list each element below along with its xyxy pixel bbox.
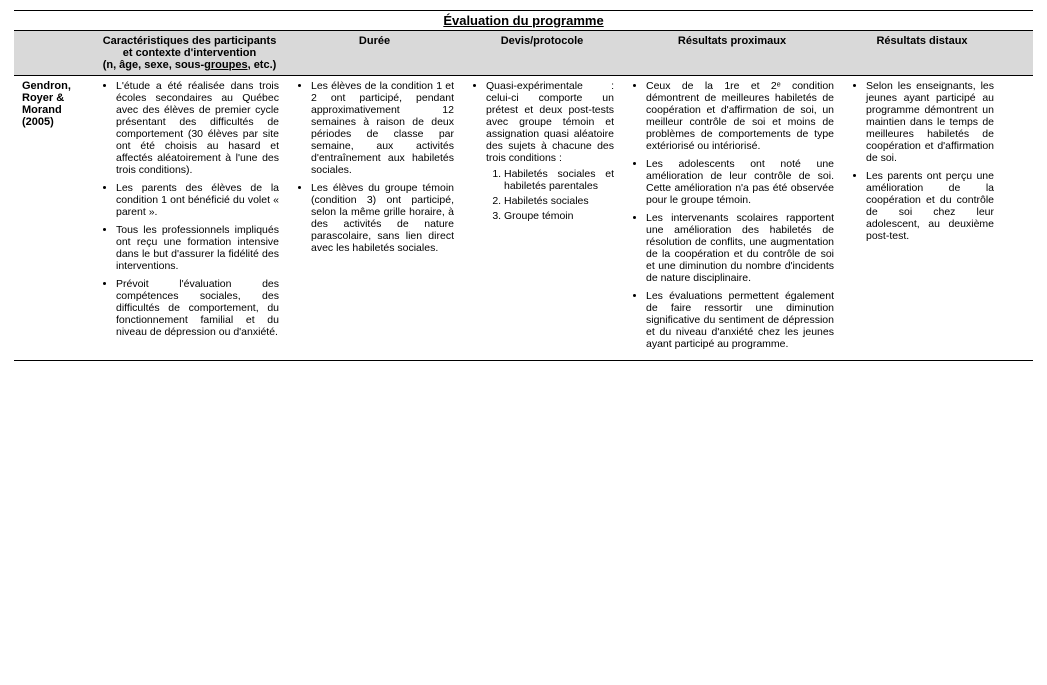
duree-list: Les élèves de la condition 1 et 2 ont pa…: [295, 80, 454, 254]
proximal-cell: Ceux de la 1re et 2ᵉ condition démontren…: [622, 76, 842, 360]
list-item: Selon les enseignants, les jeunes ayant …: [866, 80, 994, 164]
list-item: Les adolescents ont noté une amélioratio…: [646, 158, 834, 206]
header-proximal: Résultats proximaux: [622, 31, 842, 75]
list-item: Habiletés sociales et habiletés parental…: [504, 168, 614, 192]
devis-list: Quasi-expérimentale : celui-ci comporte …: [470, 80, 614, 222]
devis-cell: Quasi-expérimentale : celui-ci comporte …: [462, 76, 622, 360]
list-item: Quasi-expérimentale : celui-ci comporte …: [486, 80, 614, 222]
distal-cell: Selon les enseignants, les jeunes ayant …: [842, 76, 1002, 360]
study-citation: Gendron, Royer & Morand (2005): [22, 80, 84, 128]
study-cell: Gendron, Royer & Morand (2005): [14, 76, 92, 360]
list-item: Tous les professionnels impliqués ont re…: [116, 224, 279, 272]
header-study: [14, 31, 92, 75]
devis-intro-text: Quasi-expérimentale : celui-ci comporte …: [486, 80, 614, 164]
list-item: L'étude a été réalisée dans trois écoles…: [116, 80, 279, 176]
list-item: Habiletés sociales: [504, 195, 614, 207]
list-item: Les parents ont perçu une amélioration d…: [866, 170, 994, 242]
list-item: Les évaluations permettent également de …: [646, 290, 834, 350]
characteristics-cell: L'étude a été réalisée dans trois écoles…: [92, 76, 287, 360]
list-item: Les parents des élèves de la condition 1…: [116, 182, 279, 218]
table-body-row: Gendron, Royer & Morand (2005) L'étude a…: [14, 76, 1033, 361]
list-item: Les intervenants scolaires rapportent un…: [646, 212, 834, 284]
header-distal: Résultats distaux: [842, 31, 1002, 75]
list-item: Les élèves du groupe témoin (condition 3…: [311, 182, 454, 254]
header-duree: Durée: [287, 31, 462, 75]
devis-conditions-list: Habiletés sociales et habiletés parental…: [486, 168, 614, 222]
header-devis: Devis/protocole: [462, 31, 622, 75]
list-item: Les élèves de la condition 1 et 2 ont pa…: [311, 80, 454, 176]
table-header-row: Caractéristiques des participants et con…: [14, 30, 1033, 76]
list-item: Groupe témoin: [504, 210, 614, 222]
duree-cell: Les élèves de la condition 1 et 2 ont pa…: [287, 76, 462, 360]
header-characteristics-sub: (n, âge, sexe, sous-groupes, etc.): [100, 59, 279, 71]
proximal-list: Ceux de la 1re et 2ᵉ condition démontren…: [630, 80, 834, 350]
table-title: Évaluation du programme: [14, 11, 1033, 30]
header-characteristics-main: Caractéristiques des participants et con…: [100, 35, 279, 59]
header-characteristics: Caractéristiques des participants et con…: [92, 31, 287, 75]
distal-list: Selon les enseignants, les jeunes ayant …: [850, 80, 994, 242]
list-item: Ceux de la 1re et 2ᵉ condition démontren…: [646, 80, 834, 152]
characteristics-list: L'étude a été réalisée dans trois écoles…: [100, 80, 279, 338]
list-item: Prévoit l'évaluation des compétences soc…: [116, 278, 279, 338]
